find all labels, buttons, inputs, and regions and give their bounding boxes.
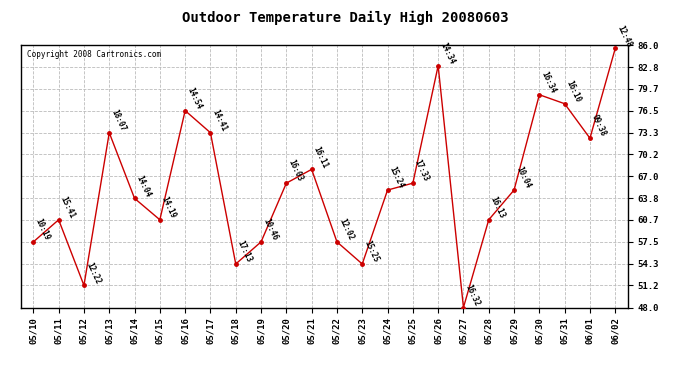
- Text: 12:22: 12:22: [84, 261, 102, 285]
- Text: 14:34: 14:34: [438, 41, 456, 66]
- Text: 14:04: 14:04: [135, 174, 152, 198]
- Text: Outdoor Temperature Daily High 20080603: Outdoor Temperature Daily High 20080603: [181, 11, 509, 26]
- Text: 15:25: 15:25: [362, 239, 380, 264]
- Text: 14:19: 14:19: [160, 195, 178, 220]
- Text: 10:46: 10:46: [261, 217, 279, 242]
- Text: 12:48: 12:48: [615, 24, 633, 48]
- Text: 16:34: 16:34: [540, 70, 558, 95]
- Text: 10:19: 10:19: [33, 217, 51, 242]
- Text: 17:33: 17:33: [413, 158, 431, 183]
- Text: 15:24: 15:24: [388, 165, 406, 190]
- Text: 16:03: 16:03: [286, 158, 304, 183]
- Text: 16:32: 16:32: [464, 283, 482, 308]
- Text: 17:13: 17:13: [236, 239, 254, 264]
- Text: Copyright 2008 Cartronics.com: Copyright 2008 Cartronics.com: [27, 50, 161, 59]
- Text: 16:10: 16:10: [564, 79, 582, 104]
- Text: 10:04: 10:04: [514, 165, 532, 190]
- Text: 12:02: 12:02: [337, 217, 355, 242]
- Text: 16:11: 16:11: [312, 145, 330, 170]
- Text: 14:41: 14:41: [210, 108, 228, 133]
- Text: 16:13: 16:13: [489, 195, 506, 220]
- Text: 14:54: 14:54: [185, 86, 203, 111]
- Text: 15:41: 15:41: [59, 195, 77, 220]
- Text: 18:07: 18:07: [109, 108, 127, 133]
- Text: 09:38: 09:38: [590, 114, 608, 138]
